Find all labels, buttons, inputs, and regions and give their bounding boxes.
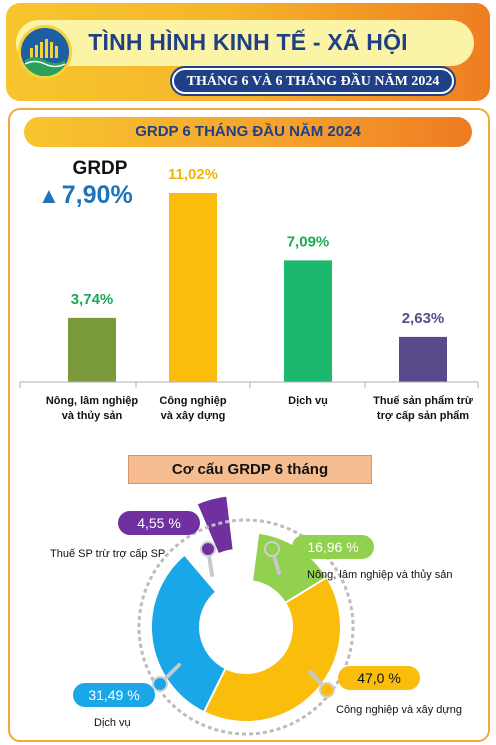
grdp-label: GRDP xyxy=(72,158,128,179)
percent-pill-2 xyxy=(292,535,374,559)
grdp-growth-value: ▲7,90% xyxy=(38,181,133,210)
callout-dot-4 xyxy=(152,676,168,692)
bar-value-label-3: 7,09% xyxy=(287,233,330,250)
callout-dot-2 xyxy=(264,541,280,557)
slice-name-label-2: Nông, lâm nghiệp và thủy sản xyxy=(307,569,453,581)
bar-3 xyxy=(284,260,332,382)
grdp-growth-number: 7,90% xyxy=(61,181,133,209)
bar-category-label-1-line-2: và thủy sản xyxy=(62,410,123,422)
subtitle-pill: THÁNG 6 VÀ 6 THÁNG ĐẦU NĂM 2024 xyxy=(172,68,454,94)
up-triangle-icon: ▲ xyxy=(38,183,60,208)
donut-outer-ring xyxy=(137,518,355,736)
pie-chart-title-band: Cơ cấu GRDP 6 tháng xyxy=(128,455,372,484)
callout-dot-1 xyxy=(200,541,216,557)
percent-pill-label-4: 31,49 % xyxy=(88,687,139,703)
bar-2 xyxy=(169,193,217,382)
bar-category-label-4-line-2: trợ cấp sản phẩm xyxy=(377,410,469,422)
slice-name-label-3: Công nghiệp và xây dựng xyxy=(336,704,462,716)
percent-pill-4 xyxy=(73,683,155,707)
bar-4 xyxy=(399,336,447,382)
bar-chart-title-band: GRDP 6 THÁNG ĐẦU NĂM 2024 xyxy=(24,117,472,147)
bar-category-label-2-line-2: và xây dựng xyxy=(161,410,226,422)
bar-category-label-3-line-1: Dịch vụ xyxy=(288,395,328,407)
bar-category-label-2-line-1: Công nghiệp xyxy=(159,395,226,407)
bar-1 xyxy=(68,317,116,382)
percent-pill-1 xyxy=(118,511,200,535)
page-subtitle: THÁNG 6 VÀ 6 THÁNG ĐẦU NĂM 2024 xyxy=(186,74,440,89)
bar-category-label-1-line-1: Nông, lâm nghiệp xyxy=(46,395,139,407)
bar-value-label-4: 2,63% xyxy=(402,310,445,327)
callout-dot-3 xyxy=(319,682,335,698)
slice-name-label-4: Dịch vụ xyxy=(94,717,131,729)
bar-chart-title: GRDP 6 THÁNG ĐẦU NĂM 2024 xyxy=(135,123,361,140)
percent-pill-3 xyxy=(338,666,420,690)
bar-category-label-4-line-1: Thuế sản phẩm trừ xyxy=(373,395,473,407)
page-title: TÌNH HÌNH KINH TẾ - XÃ HỘI xyxy=(88,29,408,55)
percent-pill-label-3: 47,0 % xyxy=(357,670,401,686)
percent-pill-label-2: 16,96 % xyxy=(307,539,358,555)
percent-pill-label-1: 4,55 % xyxy=(137,515,181,531)
pie-chart-title: Cơ cấu GRDP 6 tháng xyxy=(171,461,329,478)
content-panel xyxy=(8,108,490,742)
bar-value-label-1: 3,74% xyxy=(71,291,114,308)
statistics-logo-icon xyxy=(18,25,72,79)
slice-name-label-1: Thuế SP trừ trợ cấp SP xyxy=(50,548,165,560)
title-pill xyxy=(16,20,474,66)
bar-value-label-2: 11,02% xyxy=(168,166,218,183)
